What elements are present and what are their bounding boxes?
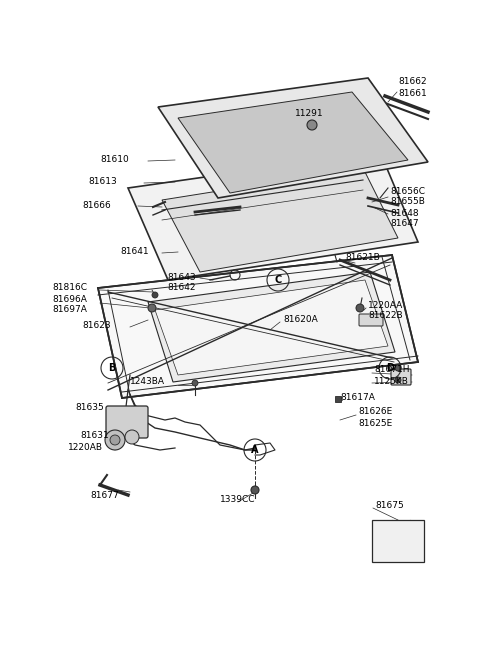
Circle shape: [251, 486, 259, 494]
FancyBboxPatch shape: [106, 406, 148, 438]
Circle shape: [110, 435, 120, 445]
Text: 81622B: 81622B: [368, 312, 403, 320]
Circle shape: [105, 430, 125, 450]
Text: A: A: [251, 445, 259, 455]
Circle shape: [152, 292, 158, 298]
Text: 1220AB: 1220AB: [68, 443, 103, 453]
FancyBboxPatch shape: [359, 314, 383, 326]
Text: 1339CC: 1339CC: [220, 495, 255, 504]
Text: 81696A: 81696A: [52, 295, 87, 303]
Text: 1220AA: 1220AA: [368, 301, 403, 310]
Text: B: B: [108, 363, 116, 373]
Polygon shape: [178, 92, 408, 193]
Text: 81677: 81677: [90, 491, 119, 500]
Text: 81648: 81648: [390, 208, 419, 217]
Text: 81610: 81610: [100, 155, 129, 164]
FancyBboxPatch shape: [391, 369, 411, 385]
Text: 81647: 81647: [390, 219, 419, 229]
Text: 81623: 81623: [82, 320, 110, 329]
Text: 81613: 81613: [88, 178, 117, 187]
Text: 81697A: 81697A: [52, 305, 87, 314]
Circle shape: [307, 120, 317, 130]
Text: 81671H: 81671H: [374, 365, 409, 375]
Circle shape: [148, 304, 156, 312]
Text: 81666: 81666: [82, 200, 111, 210]
Text: 81816C: 81816C: [52, 284, 87, 293]
Text: 81675: 81675: [375, 500, 404, 510]
Polygon shape: [155, 280, 388, 375]
Polygon shape: [158, 78, 428, 198]
FancyBboxPatch shape: [335, 396, 341, 402]
Text: 1243BA: 1243BA: [130, 377, 165, 386]
Polygon shape: [128, 152, 418, 280]
Text: 81631: 81631: [80, 430, 109, 440]
Text: 81625E: 81625E: [358, 419, 392, 428]
FancyBboxPatch shape: [372, 520, 424, 562]
Text: 81617A: 81617A: [340, 394, 375, 403]
Text: 81662: 81662: [398, 77, 427, 86]
Text: C: C: [275, 275, 282, 285]
Text: 81643: 81643: [167, 272, 196, 282]
Text: 11291: 11291: [295, 109, 324, 117]
Text: 81620A: 81620A: [283, 316, 318, 324]
Circle shape: [395, 377, 401, 383]
Text: D: D: [386, 363, 394, 373]
Circle shape: [356, 304, 364, 312]
Polygon shape: [98, 255, 418, 398]
Text: 81635: 81635: [75, 403, 104, 413]
Text: 1125KB: 1125KB: [374, 377, 409, 386]
Circle shape: [395, 365, 401, 371]
Circle shape: [125, 430, 139, 444]
Text: 81656C: 81656C: [390, 187, 425, 196]
Text: 81655B: 81655B: [390, 198, 425, 206]
Text: 81626E: 81626E: [358, 407, 392, 417]
Polygon shape: [148, 272, 395, 382]
Polygon shape: [162, 168, 398, 272]
Text: 81641: 81641: [120, 248, 149, 257]
Text: 81621B: 81621B: [345, 253, 380, 263]
Text: 81661: 81661: [398, 88, 427, 98]
Circle shape: [192, 380, 198, 386]
Text: 81642: 81642: [167, 284, 195, 293]
